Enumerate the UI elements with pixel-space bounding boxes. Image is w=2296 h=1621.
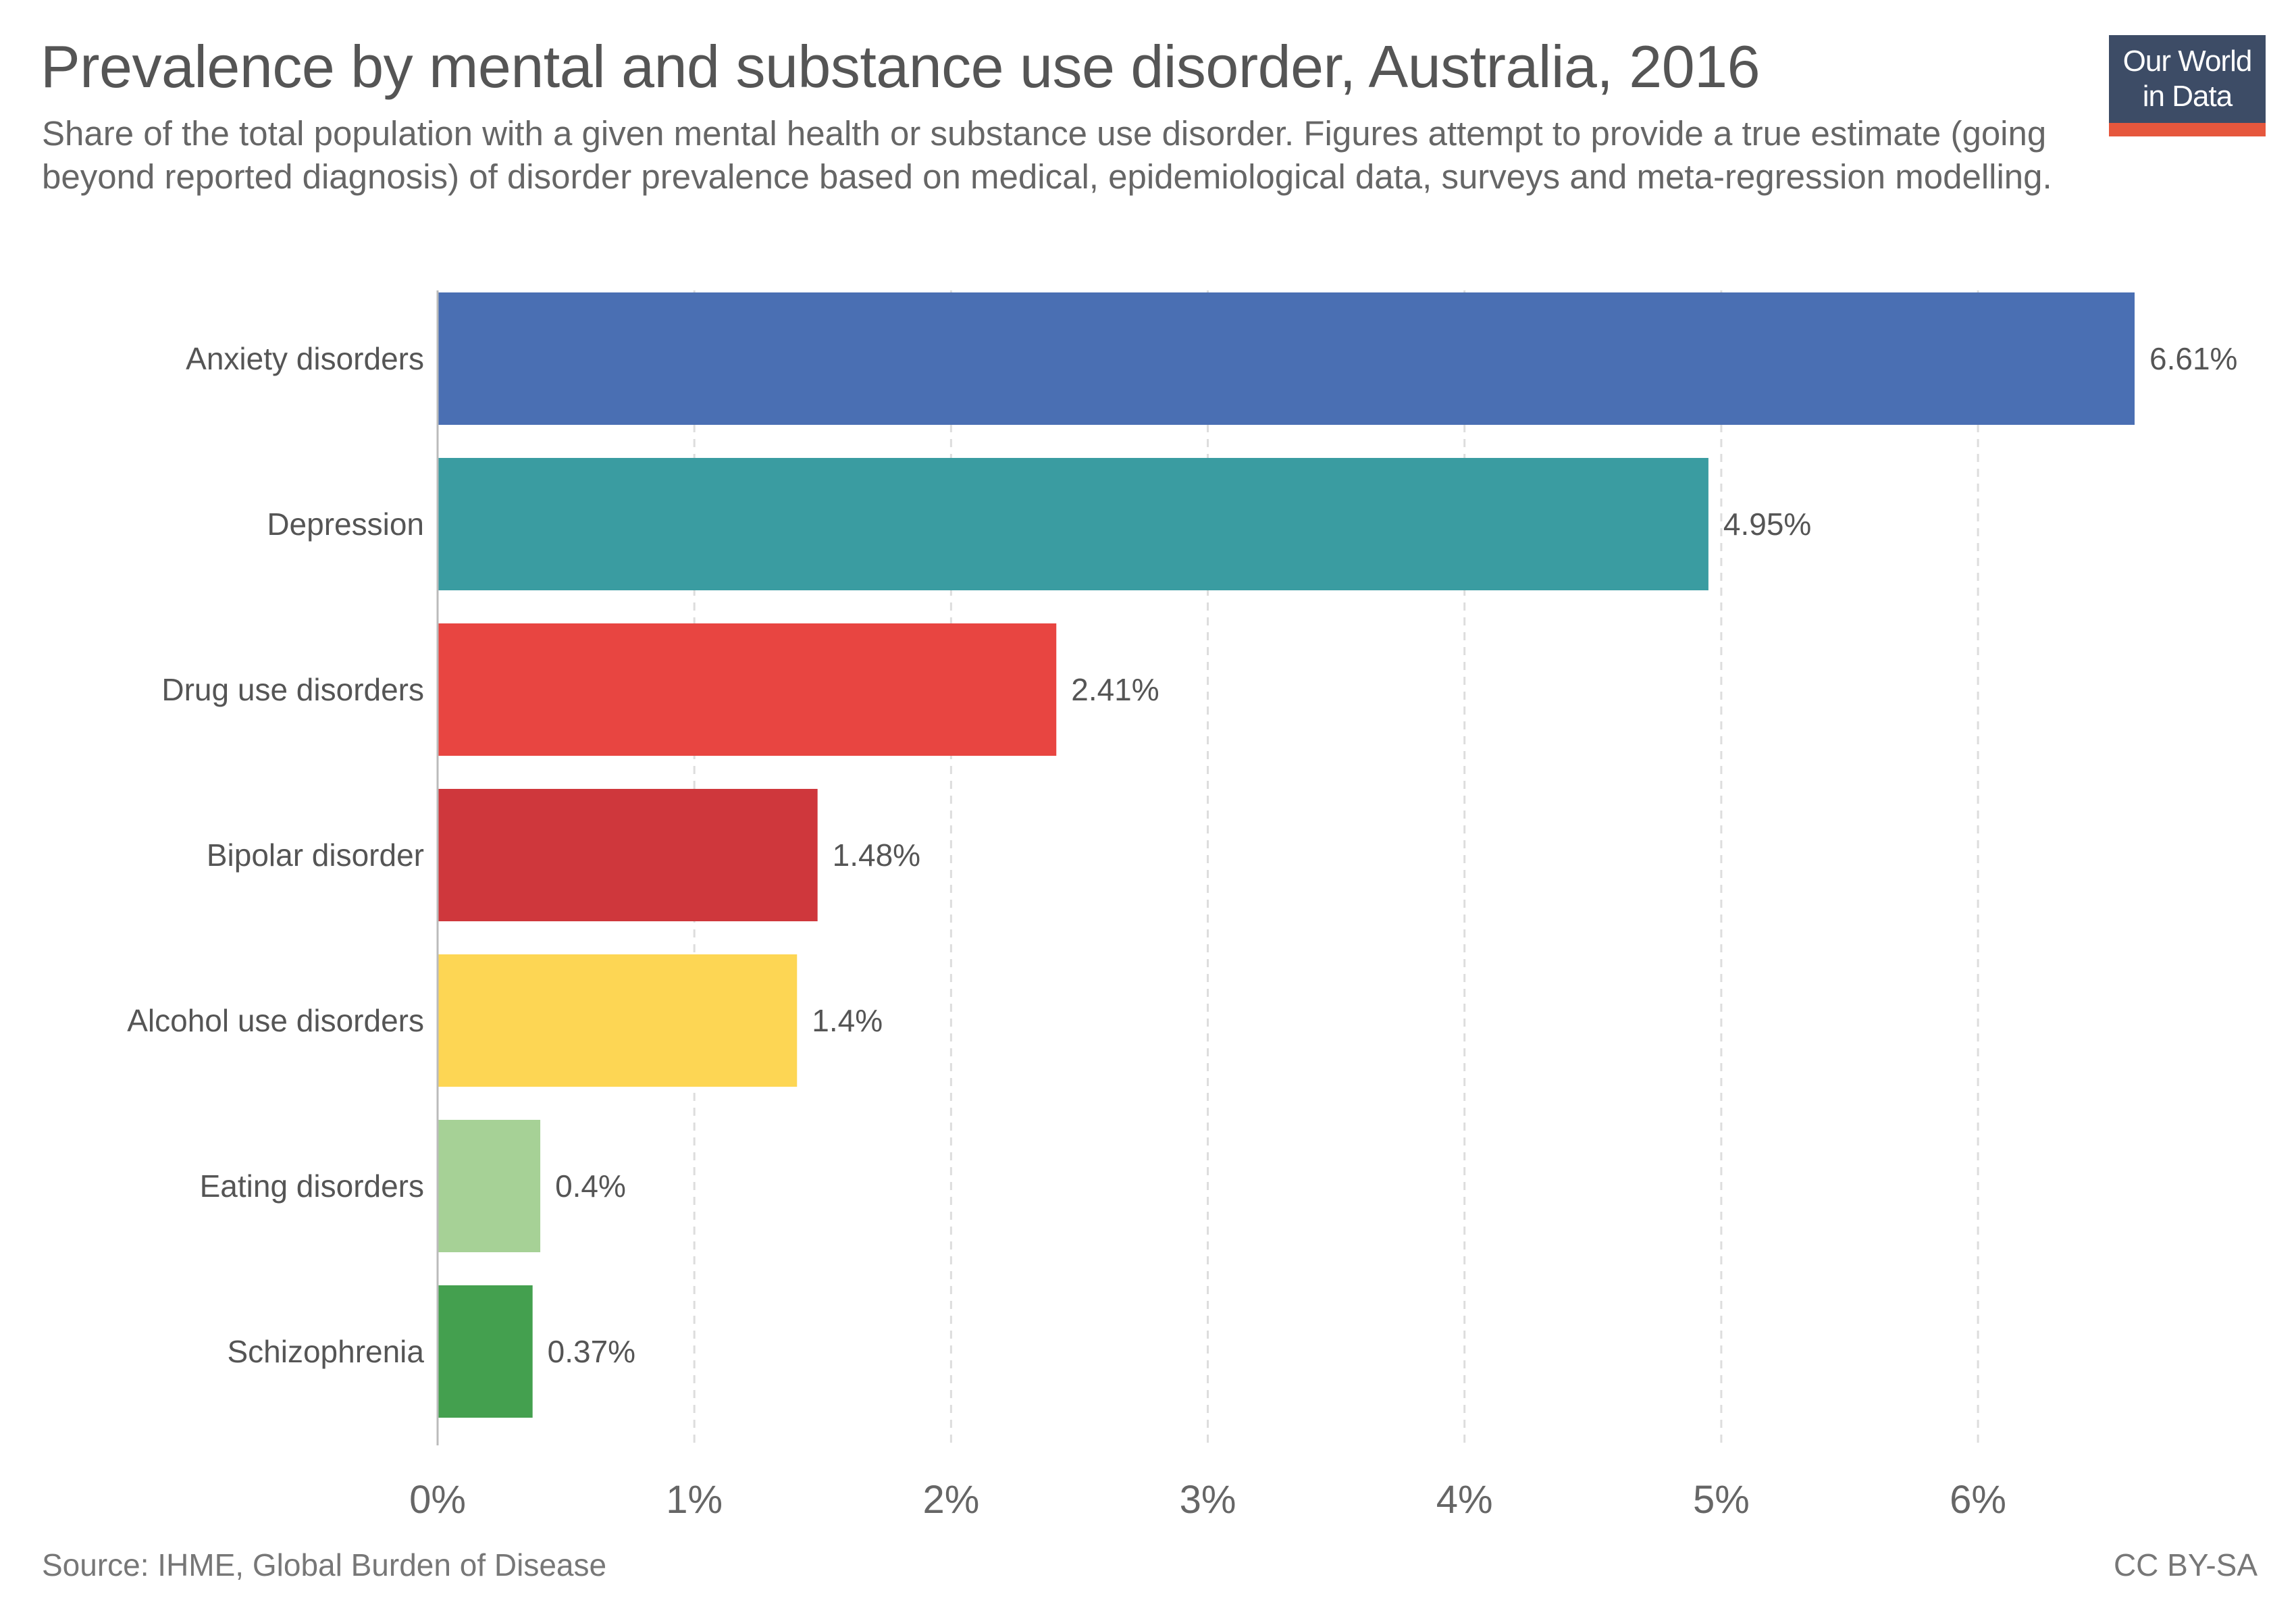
value-label-5: 0.4% [555,1168,626,1204]
owid-logo-accent-bar [2109,123,2266,136]
value-label-6: 0.37% [548,1334,635,1369]
chart-subtitle: Share of the total population with a giv… [42,114,2052,196]
value-label-0: 6.61% [2149,341,2237,376]
x-tick-label-4: 4% [1436,1478,1493,1522]
bar-5 [438,1120,541,1252]
value-label-1: 4.95% [1723,507,1811,542]
category-label-4: Alcohol use disorders [127,1003,424,1038]
bar-2 [438,623,1057,756]
category-label-5: Eating disorders [200,1168,424,1204]
value-label-2: 2.41% [1071,672,1159,707]
category-label-2: Drug use disorders [161,672,424,707]
category-label-0: Anxiety disorders [186,341,424,376]
category-label-6: Schizophrenia [227,1334,424,1369]
logo-text-line1: Our World [2122,45,2253,78]
source-note[interactable]: Source: IHME, Global Burden of Disease [42,1547,607,1583]
x-tick-label-5: 5% [1693,1478,1750,1522]
x-tick-label-6: 6% [1950,1478,2006,1522]
x-tick-label-1: 1% [666,1478,723,1522]
value-label-3: 1.48% [833,838,920,873]
x-tick-label-3: 3% [1180,1478,1236,1522]
owid-logo-box: Our World in Data [2109,35,2266,123]
x-tick-label-0: 0% [409,1478,466,1522]
license-note[interactable]: CC BY-SA [2113,1547,2258,1583]
bar-6 [438,1285,533,1418]
bar-3 [438,789,818,921]
x-tick-label-2: 2% [922,1478,979,1522]
value-label-4: 1.4% [812,1003,883,1038]
bar-1 [438,458,1708,590]
owid-logo[interactable]: Our World in Data [2109,35,2266,136]
chart-title: Prevalence by mental and substance use d… [41,33,1760,100]
category-label-3: Bipolar disorder [207,838,424,873]
bar-0 [438,292,2135,425]
category-label-1: Depression [267,507,424,542]
bar-4 [438,954,798,1087]
logo-text-line2: in Data [2142,80,2233,113]
